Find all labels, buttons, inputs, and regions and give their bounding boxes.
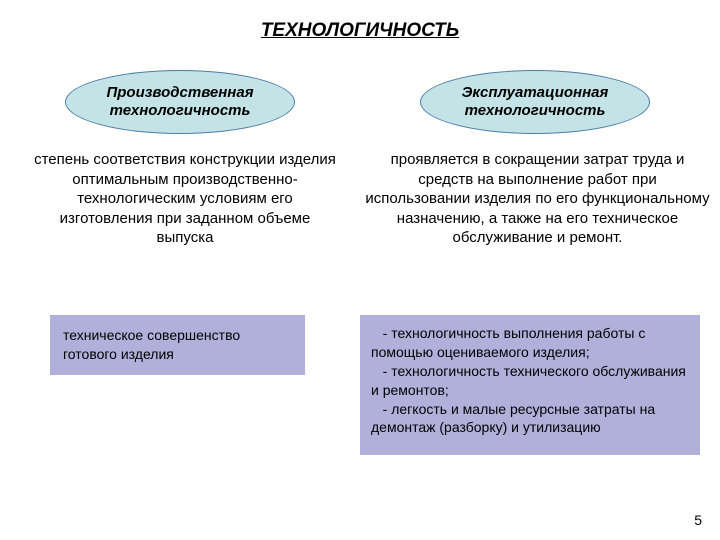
page-number: 5 (694, 512, 702, 528)
right-body-text: проявляется в сокращении затрат труда и … (365, 150, 710, 248)
right-ellipse: Эксплуатационная технологичность (420, 70, 650, 134)
right-box: - технологичность выполнения работы с по… (360, 315, 700, 455)
left-ellipse: Производственная технологичность (65, 70, 295, 134)
left-body-text: степень соответствия конструкции изделия… (30, 150, 340, 248)
left-box: техническое совершенство готового издели… (50, 315, 305, 375)
left-box-text: техническое совершенство готового издели… (63, 327, 240, 362)
right-box-text: - технологичность выполнения работы с по… (371, 324, 689, 437)
left-ellipse-label: Производственная технологичность (78, 84, 282, 120)
right-ellipse-label: Эксплуатационная технологичность (433, 84, 637, 120)
slide-title: ТЕХНОЛОГИЧНОСТЬ (0, 20, 720, 42)
